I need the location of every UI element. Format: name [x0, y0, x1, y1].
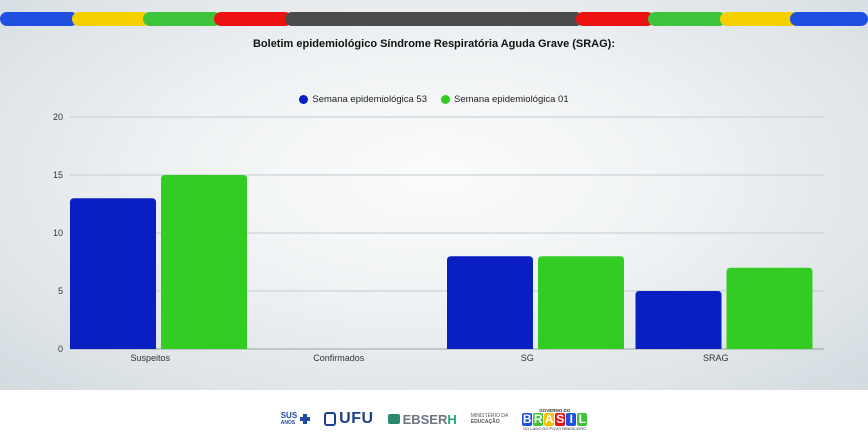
bar-chart-plot: 0 5 10 15 20 Suspeitos Confirmados SG SRAG [53, 112, 824, 363]
color-bar-segment [143, 12, 221, 26]
governo-top-text: GOVERNO DO [539, 407, 571, 413]
color-bar-segment [790, 12, 868, 26]
x-tick-label: SRAG [703, 353, 729, 363]
governo-letter: A [544, 411, 555, 426]
color-bar-segment [72, 12, 150, 26]
bar [70, 198, 156, 349]
governo-letter: B [522, 411, 533, 426]
ebserh-logo-text: EBSER [402, 411, 448, 427]
legend-swatch-series-2 [441, 95, 450, 104]
legend-swatch-series-1 [299, 95, 309, 104]
ebserh-logo: EBSERH [387, 412, 457, 427]
governo-bottom-text: DO LADO DO POVO BRASILEIRO [523, 425, 587, 431]
legend-item-series-2[interactable]: Semana epidemiológica 01 [441, 94, 569, 105]
legend-item-series-1[interactable]: Semana epidemiológica 53 [299, 94, 427, 105]
y-tick-label: 0 [58, 344, 63, 354]
y-tick-label: 10 [53, 228, 63, 238]
y-tick-label: 15 [53, 170, 63, 180]
sus-logo-subtext: ANOS [280, 420, 296, 426]
sus-cross-icon [300, 414, 311, 424]
bar [161, 175, 247, 349]
y-tick-label: 5 [58, 286, 63, 296]
legend-label-series-1: Semana epidemiológica 53 [312, 94, 427, 105]
bar [726, 267, 813, 349]
sus-logo: SUS ANOS [280, 411, 311, 426]
x-tick-label: SG [521, 353, 534, 363]
ebserh-emblem-icon [387, 414, 400, 424]
ebserh-logo-h: H [447, 411, 457, 427]
chart-panel: Boletim epidemiológico Síndrome Respirat… [0, 0, 868, 390]
governo-brasil-logo: GOVERNO DO B R A S I L DO LADO DO POVO B… [522, 407, 588, 431]
x-tick-label: Suspeitos [130, 353, 170, 363]
color-bar-segment [214, 12, 292, 26]
governo-letter: L [577, 411, 588, 426]
bar [538, 256, 624, 349]
color-bar-segment [720, 12, 798, 26]
governo-letter: S [555, 411, 566, 426]
chart-legend: Semana epidemiológica 53 Semana epidemio… [0, 94, 868, 105]
bar [447, 256, 533, 349]
sus-logo-text: SUS [280, 411, 298, 420]
governo-letter: R [533, 411, 544, 426]
governo-letter: I [566, 412, 577, 426]
governo-wordmark: B R A S I L [522, 411, 588, 426]
color-bar-segment [648, 12, 726, 26]
ministerio-line-1: MINISTÉRIO DA [470, 413, 509, 419]
color-bar-segment [0, 12, 78, 26]
ufu-emblem-icon [324, 412, 337, 426]
legend-label-series-2: Semana epidemiológica 01 [454, 94, 569, 105]
x-tick-label: Confirmados [313, 353, 365, 363]
color-bar-segment [285, 12, 583, 26]
color-bar-segment [576, 12, 654, 26]
ebserh-logo-wordmark: EBSERH [403, 412, 457, 427]
ufu-logo: UFU [324, 410, 373, 428]
ministerio-line-2: EDUCAÇÃO [470, 419, 500, 425]
ufu-logo-text: UFU [339, 410, 374, 427]
ministerio-educacao-logo: MINISTÉRIO DA EDUCAÇÃO [471, 413, 509, 425]
bar [635, 291, 722, 349]
y-tick-label: 20 [53, 112, 63, 122]
chart-title: Boletim epidemiológico Síndrome Respirat… [252, 38, 616, 50]
decorative-color-bar [0, 12, 868, 26]
footer-logos: SUS ANOS UFU EBSERH MINISTÉRIO DA EDUCAÇ… [0, 400, 868, 438]
